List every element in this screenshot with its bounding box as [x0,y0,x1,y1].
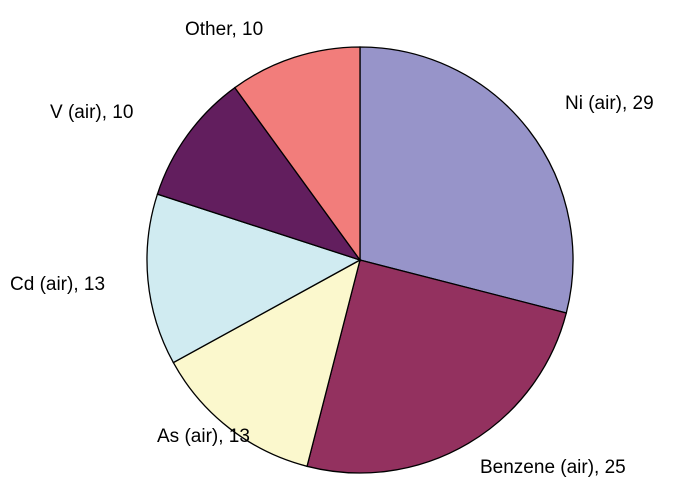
pie-slice [359,46,574,314]
pie-slice [156,86,362,262]
slice-label: Ni (air), 29 [565,93,654,114]
slice-label: Benzene (air), 25 [480,457,626,478]
slice-label: Other, 10 [185,19,263,40]
pie-slice [306,259,568,474]
pie-slice [233,46,361,263]
slice-label: Cd (air), 13 [10,274,105,295]
slice-label: As (air), 13 [157,426,250,447]
pie-slice [172,258,362,468]
slice-label: V (air), 10 [50,102,133,123]
pie-slice [146,193,362,364]
